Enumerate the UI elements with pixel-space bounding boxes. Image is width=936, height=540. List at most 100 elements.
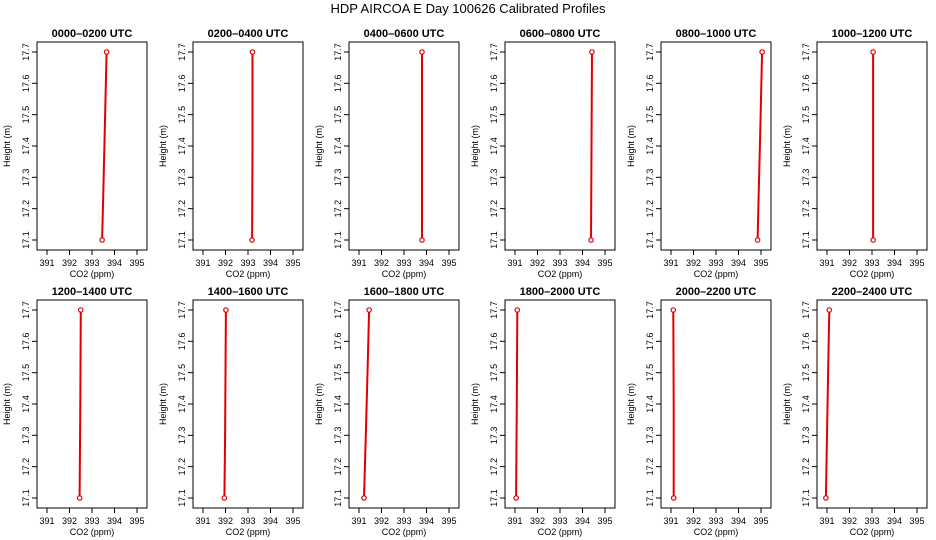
profile-marker — [870, 237, 876, 243]
y-tick-label: 17.1 — [21, 231, 31, 249]
y-tick-label: 17.1 — [489, 231, 499, 249]
y-tick-label: 17.6 — [645, 75, 655, 93]
panel-title: 1800–2000 UTC — [520, 286, 601, 298]
plot-frame — [36, 41, 148, 251]
y-tick-label: 17.3 — [645, 169, 655, 187]
x-tick-label: 395 — [441, 258, 456, 268]
x-tick-label: 393 — [84, 258, 99, 268]
x-tick-label: 393 — [84, 516, 99, 526]
x-tick-label: 392 — [686, 258, 701, 268]
x-tick-label: 391 — [819, 258, 834, 268]
y-axis-label: Height (m) — [2, 383, 12, 425]
y-tick-label: 17.2 — [801, 200, 811, 218]
y-tick-label: 17.1 — [801, 489, 811, 507]
y-tick-label: 17.5 — [177, 106, 187, 124]
y-tick-label: 17.7 — [21, 43, 31, 61]
x-tick-label: 394 — [263, 258, 278, 268]
profile-marker — [249, 49, 256, 55]
y-tick-label: 17.2 — [333, 458, 343, 476]
x-tick-label: 394 — [731, 258, 746, 268]
x-tick-label: 395 — [753, 516, 768, 526]
profile-marker — [670, 495, 677, 501]
x-tick-label: 392 — [62, 258, 77, 268]
y-tick-label: 17.2 — [177, 458, 187, 476]
y-tick-label: 17.7 — [21, 301, 31, 319]
x-tick-label: 391 — [195, 258, 210, 268]
x-tick-label: 391 — [507, 516, 522, 526]
y-tick-label: 17.7 — [333, 43, 343, 61]
profile-marker — [77, 307, 84, 313]
y-axis-label: Height (m) — [470, 125, 480, 167]
x-axis-label: CO2 (ppm) — [226, 527, 271, 537]
y-tick-label: 17.2 — [801, 458, 811, 476]
x-tick-label: 392 — [218, 516, 233, 526]
panel-title: 0000–0200 UTC — [52, 28, 133, 40]
x-tick-label: 394 — [419, 258, 434, 268]
profile-marker — [249, 237, 255, 243]
x-axis-label: CO2 (ppm) — [226, 269, 271, 279]
profile-marker — [588, 237, 594, 243]
x-axis-label: CO2 (ppm) — [694, 527, 739, 537]
x-tick-label: 395 — [909, 258, 924, 268]
y-axis-label: Height (m) — [158, 125, 168, 167]
y-tick-label: 17.5 — [645, 106, 655, 124]
figure-title: HDP AIRCOA E Day 100626 Calibrated Profi… — [330, 1, 606, 16]
plot-frame — [660, 41, 772, 251]
y-tick-label: 17.4 — [801, 395, 811, 413]
y-tick-label: 17.2 — [21, 458, 31, 476]
x-tick-label: 391 — [507, 258, 522, 268]
y-tick-label: 17.1 — [333, 231, 343, 249]
plot-frame — [36, 299, 148, 509]
y-tick-label: 17.3 — [333, 427, 343, 445]
profile-marker — [419, 237, 425, 243]
profile-marker — [221, 495, 228, 501]
x-tick-label: 392 — [218, 258, 233, 268]
profile-marker — [513, 495, 519, 501]
profile-marker — [361, 495, 367, 501]
profile-marker — [103, 49, 110, 55]
y-tick-label: 17.2 — [489, 200, 499, 218]
profile-marker — [366, 307, 372, 313]
panel-2: 0200–0400 UTC 391 392 393 394 395 17.1 17.2 17.3… — [158, 28, 304, 279]
y-tick-label: 17.5 — [333, 364, 343, 382]
y-tick-label: 17.4 — [177, 395, 187, 413]
profile-marker — [670, 307, 677, 313]
panel-10: 1800–2000 UTC 391 392 393 394 395 17.1 17.2 17.3… — [470, 286, 616, 537]
y-tick-label: 17.7 — [489, 43, 499, 61]
y-tick-label: 17.6 — [801, 75, 811, 93]
panel-1: 0000–0200 UTC 391 392 393 394 395 17.1 17.2 17.3… — [2, 28, 148, 279]
y-tick-label: 17.4 — [333, 137, 343, 155]
y-tick-label: 17.2 — [333, 200, 343, 218]
y-tick-label: 17.1 — [177, 231, 187, 249]
y-axis-label: Height (m) — [314, 383, 324, 425]
x-tick-label: 392 — [530, 258, 545, 268]
y-axis-label: Height (m) — [2, 125, 12, 167]
x-tick-label: 395 — [909, 516, 924, 526]
x-tick-label: 394 — [575, 516, 590, 526]
x-tick-label: 391 — [351, 516, 366, 526]
profile-line — [756, 51, 764, 241]
plot-frame — [192, 41, 304, 251]
x-tick-label: 395 — [753, 258, 768, 268]
y-tick-label: 17.1 — [645, 489, 655, 507]
x-axis-label: CO2 (ppm) — [850, 269, 895, 279]
panel-title: 2000–2200 UTC — [676, 286, 757, 298]
x-tick-label: 392 — [374, 516, 389, 526]
x-tick-label: 393 — [396, 516, 411, 526]
x-tick-label: 392 — [686, 516, 701, 526]
x-tick-label: 394 — [575, 258, 590, 268]
x-tick-label: 393 — [240, 258, 255, 268]
panel-title: 0400–0600 UTC — [364, 28, 445, 40]
x-tick-label: 394 — [731, 516, 746, 526]
y-tick-label: 17.4 — [21, 395, 31, 413]
y-tick-label: 17.6 — [333, 75, 343, 93]
y-tick-label: 17.7 — [801, 43, 811, 61]
x-tick-label: 395 — [441, 516, 456, 526]
panel-title: 1400–1600 UTC — [208, 286, 289, 298]
plot-frame — [504, 41, 616, 251]
y-tick-label: 17.6 — [21, 75, 31, 93]
y-tick-label: 17.3 — [489, 427, 499, 445]
y-tick-label: 17.3 — [21, 169, 31, 187]
x-tick-label: 394 — [419, 516, 434, 526]
